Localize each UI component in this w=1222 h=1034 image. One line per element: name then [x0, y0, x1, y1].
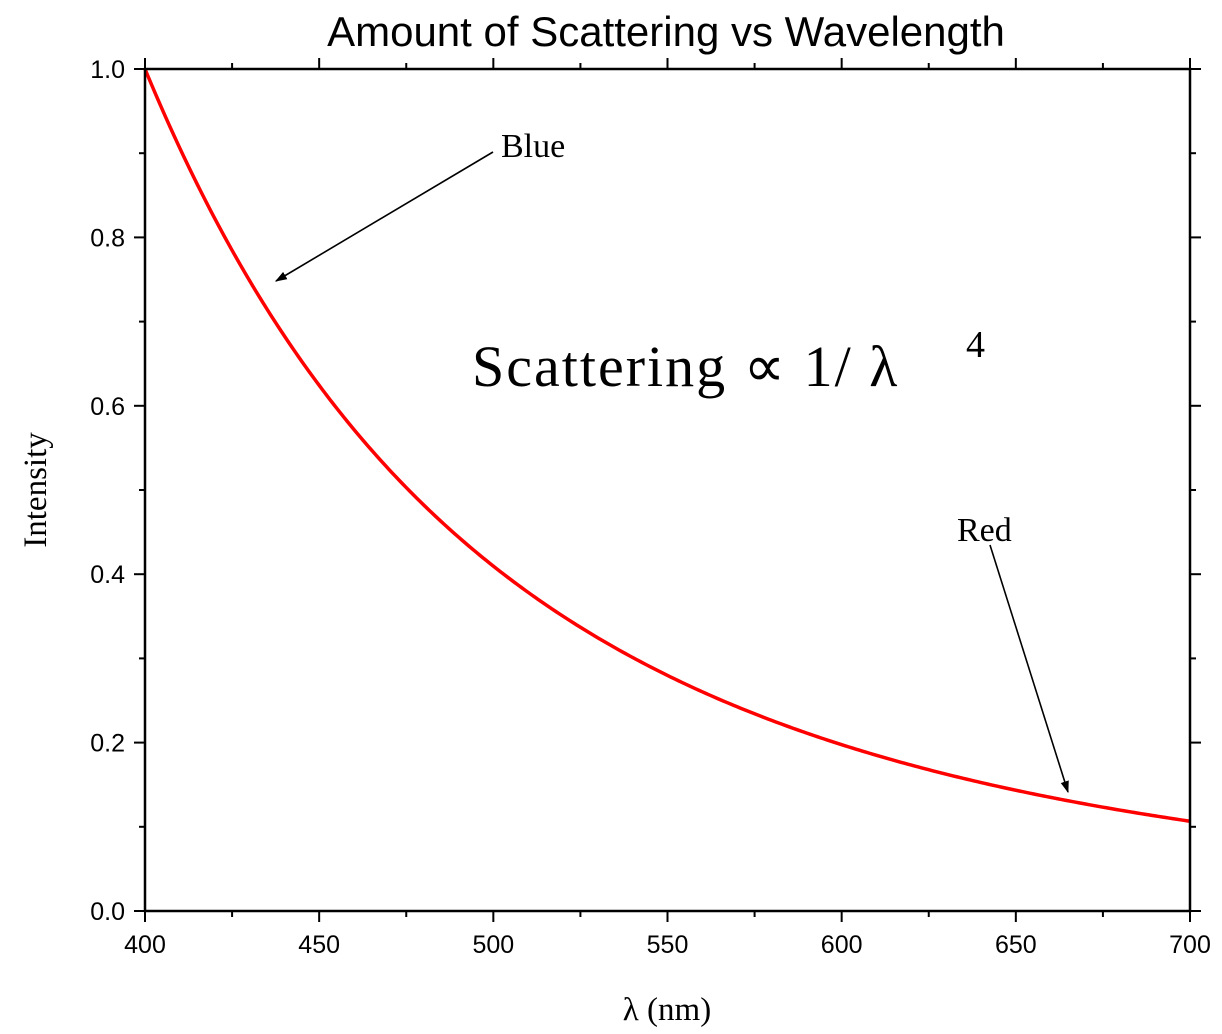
- x-tick-label: 550: [647, 931, 689, 959]
- axis-ticks: [134, 58, 1201, 922]
- scattering-curve: [143, 68, 1191, 823]
- red-annotation: Red: [957, 512, 1012, 549]
- blue-arrow: [274, 151, 494, 282]
- y-tick-label: 0.4: [90, 561, 125, 589]
- y-tick-label: 1.0: [90, 56, 125, 84]
- x-tick-label: 700: [1169, 931, 1211, 959]
- y-tick-label: 0.6: [90, 393, 125, 421]
- x-tick-label: 400: [124, 931, 166, 959]
- blue-annotation: Blue: [501, 128, 565, 165]
- x-tick-label: 450: [298, 931, 340, 959]
- axis-tick-labels: 400 450 500 550 600 650 700 0.0 0.2 0.4 0.6 0.8 1.0: [90, 56, 1211, 959]
- plot-frame: [143, 67, 1192, 913]
- x-tick-label: 500: [472, 931, 514, 959]
- y-axis-label: Intensity: [18, 432, 54, 548]
- y-tick-label: 0.8: [90, 224, 125, 252]
- y-tick-label: 0.0: [90, 898, 125, 926]
- x-tick-label: 600: [821, 931, 863, 959]
- chart-title: Amount of Scattering vs Wavelength: [327, 8, 1005, 55]
- red-arrow: [989, 544, 1069, 794]
- formula-label: Scattering ∝ 1/ λ: [472, 334, 899, 399]
- x-axis-label: λ (nm): [623, 992, 711, 1028]
- y-tick-label: 0.2: [90, 730, 125, 758]
- formula-superscript: 4: [966, 324, 985, 366]
- x-tick-label: 650: [995, 931, 1037, 959]
